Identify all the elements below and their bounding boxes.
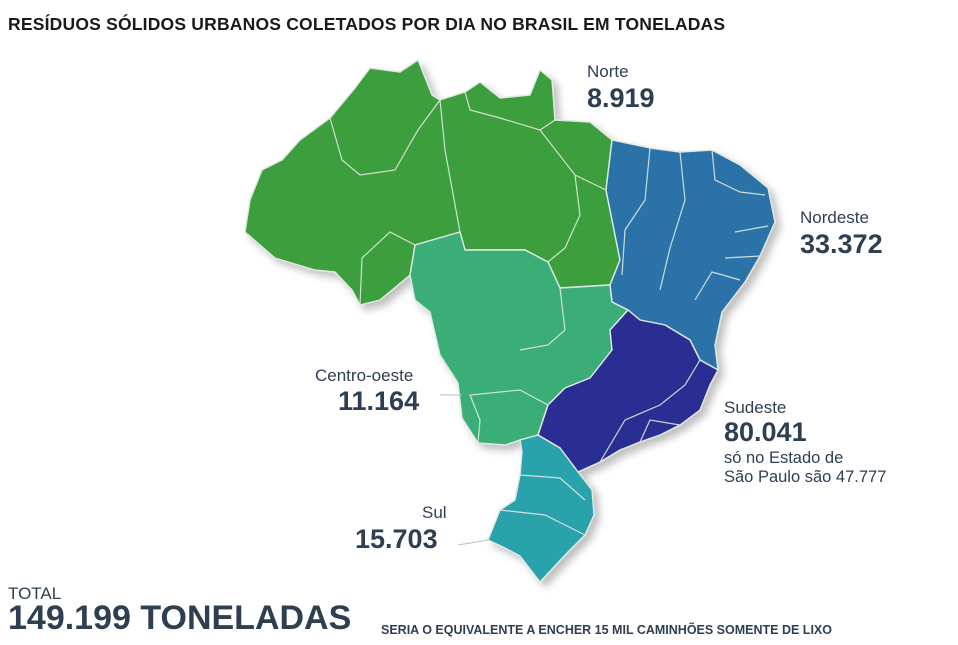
region-sudeste [537,309,719,473]
label-sul-value: 15.703 [355,524,438,554]
map-title: RESÍDUOS SÓLIDOS URBANOS COLETADOS POR D… [8,14,726,34]
label-leaders [440,394,489,546]
total-value: 149.199 TONELADAS [8,599,352,637]
label-sudeste-note-2: São Paulo são 47.777 [724,468,887,486]
region-sul [487,434,595,583]
state-borders [329,91,769,536]
label-norte-name: Norte [587,62,629,81]
label-sudeste-note-1: só no Estado de [724,449,844,467]
label-nordeste-name: Nordeste [800,208,869,227]
label-nordeste-value: 33.372 [800,229,883,259]
total-label: TOTAL [8,584,62,603]
region-norte [244,59,621,306]
label-sudeste-name: Sudeste [724,398,787,417]
label-centro-oeste-value: 11.164 [338,386,420,416]
label-norte-value: 8.919 [587,83,655,113]
label-sudeste-value: 80.041 [724,417,807,447]
total-note: SERIA O EQUIVALENTE A ENCHER 15 MIL CAMI… [381,623,832,637]
label-sul-name: Sul [422,503,447,522]
label-centro-oeste-name: Centro-oeste [315,366,414,385]
